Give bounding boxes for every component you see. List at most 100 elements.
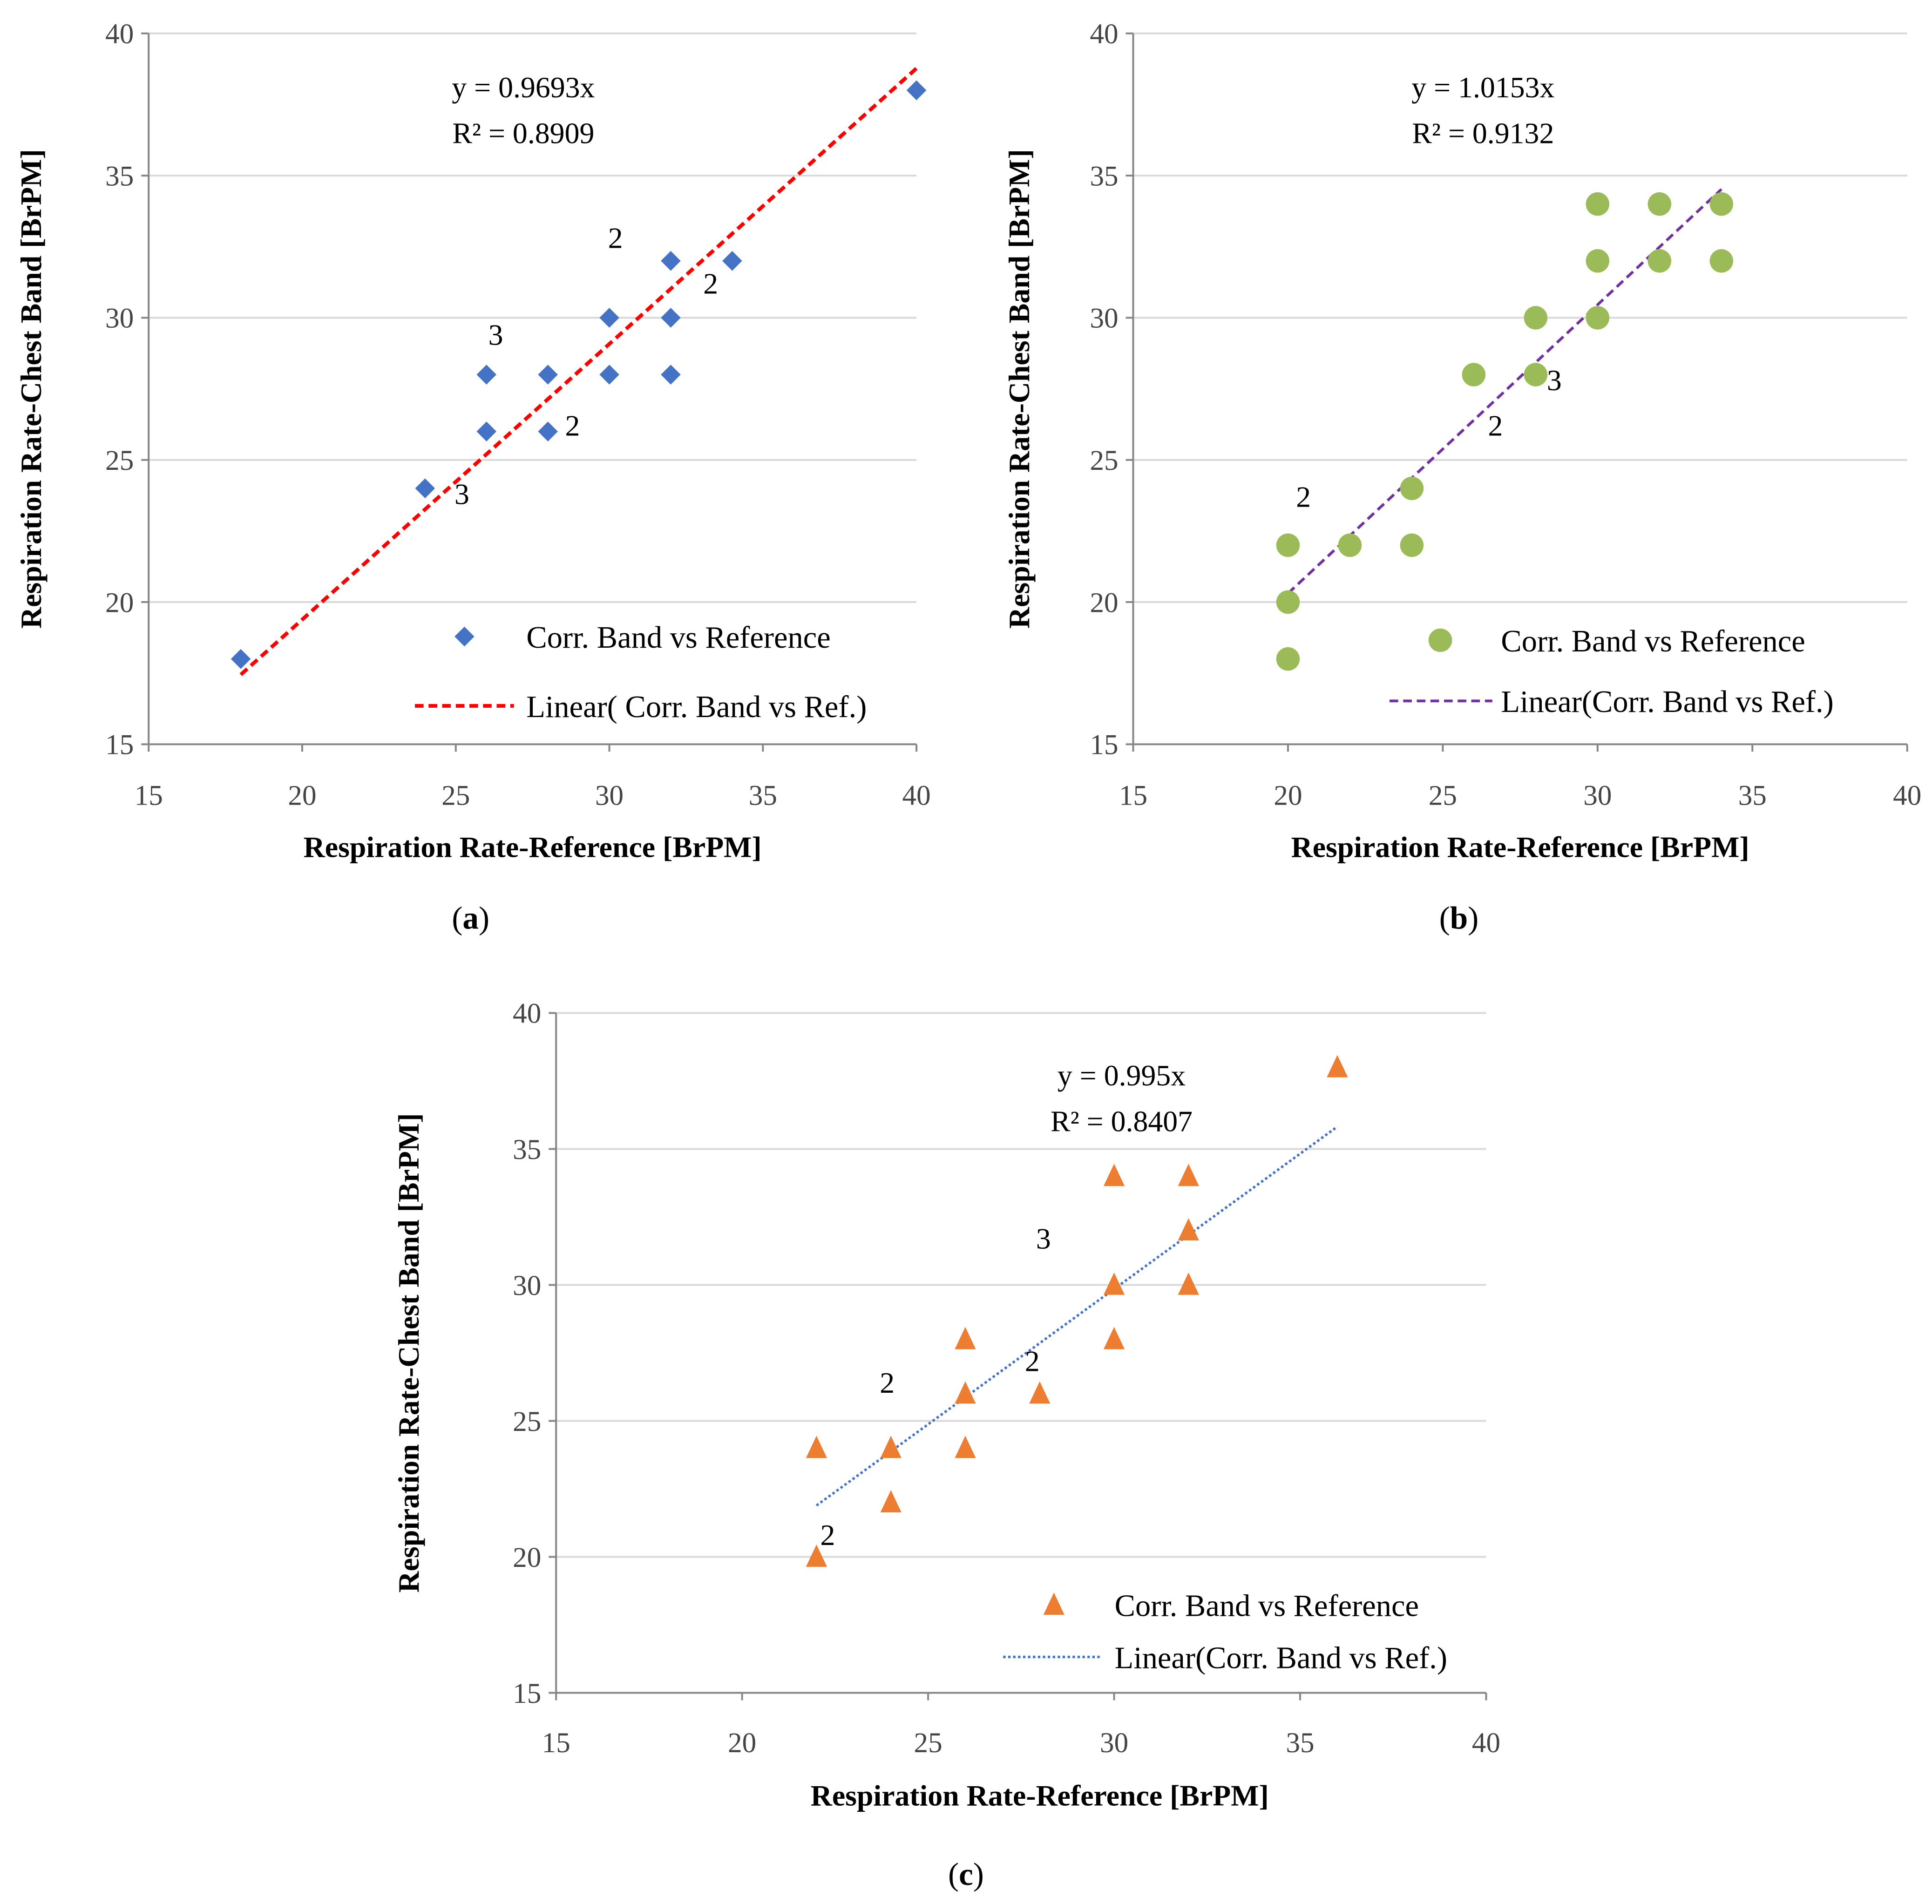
- point-count-label: 2: [880, 1366, 895, 1399]
- data-point: [1400, 476, 1424, 501]
- legend-trend-label: Linear(Corr. Band vs Ref.): [1115, 1641, 1447, 1675]
- x-tick-label: 35: [749, 780, 777, 812]
- point-count-label: 3: [488, 318, 503, 351]
- y-tick-label: 30: [1090, 303, 1118, 334]
- data-point: [230, 649, 251, 669]
- data-point: [1178, 1164, 1199, 1186]
- y-tick-label: 35: [105, 160, 134, 192]
- x-tick-label: 35: [1738, 780, 1767, 812]
- point-count-label: 2: [608, 222, 623, 255]
- data-point: [806, 1544, 827, 1567]
- data-point: [880, 1436, 902, 1458]
- y-tick-label: 35: [1090, 160, 1118, 192]
- point-count-label: 3: [454, 477, 469, 510]
- trend-equation: y = 0.9693x: [452, 71, 595, 104]
- x-tick-label: 15: [135, 780, 163, 812]
- point-count-label: 2: [565, 409, 580, 442]
- y-tick-label: 35: [513, 1134, 541, 1165]
- trendline: [815, 1125, 1338, 1507]
- data-point: [476, 365, 497, 385]
- data-point: [1178, 1218, 1199, 1240]
- y-axis-title: Respiration Rate-Chest Band [BrPM]: [14, 149, 47, 629]
- data-point: [599, 308, 619, 328]
- x-axis-title: Respiration Rate-Reference [BrPM]: [811, 1779, 1269, 1812]
- x-tick-label: 30: [1100, 1727, 1128, 1759]
- x-tick-label: 40: [1893, 780, 1921, 812]
- data-point: [1338, 533, 1362, 557]
- trend-equation: y = 1.0153x: [1411, 71, 1554, 104]
- data-point: [955, 1381, 976, 1404]
- x-tick-label: 40: [1472, 1727, 1500, 1759]
- point-count-label: 2: [820, 1518, 835, 1552]
- data-point: [1709, 249, 1734, 273]
- caption-paren: ): [973, 1856, 984, 1892]
- legend-series-label: Corr. Band vs Reference: [1115, 1589, 1419, 1623]
- legend-marker: [454, 626, 475, 647]
- point-count-label: 2: [703, 267, 718, 300]
- x-tick-label: 30: [595, 780, 624, 812]
- caption-letter: b: [1450, 900, 1468, 936]
- data-point: [1178, 1272, 1199, 1295]
- point-count-label: 2: [1296, 480, 1311, 513]
- x-tick-label: 15: [542, 1727, 570, 1759]
- r-squared: R² = 0.8407: [1051, 1104, 1193, 1138]
- r-squared: R² = 0.8909: [452, 117, 594, 150]
- caption-paren: (: [948, 1856, 959, 1892]
- data-point: [1103, 1327, 1125, 1349]
- data-point: [1276, 533, 1300, 557]
- data-point: [906, 80, 927, 101]
- y-tick-label: 15: [105, 729, 134, 761]
- data-point: [1586, 249, 1610, 273]
- y-tick-label: 40: [1090, 18, 1118, 50]
- x-tick-label: 25: [1429, 780, 1457, 812]
- y-tick-label: 30: [105, 303, 134, 334]
- legend-series-label: Corr. Band vs Reference: [526, 621, 830, 655]
- data-point: [1709, 192, 1734, 216]
- data-point: [1586, 192, 1610, 216]
- trendline: [239, 67, 918, 676]
- y-tick-label: 25: [513, 1406, 541, 1437]
- x-tick-label: 30: [1583, 780, 1612, 812]
- data-point: [1103, 1164, 1125, 1186]
- caption-paren: ): [479, 900, 489, 936]
- data-point: [955, 1327, 976, 1349]
- caption-paren: (: [1439, 900, 1450, 936]
- data-point: [1647, 249, 1672, 273]
- y-tick-label: 30: [513, 1270, 541, 1301]
- point-count-label: 2: [1025, 1344, 1040, 1377]
- data-point: [538, 365, 558, 385]
- data-point: [1462, 363, 1486, 386]
- legend-trend-label: Linear(Corr. Band vs Ref.): [1501, 685, 1833, 719]
- x-tick-label: 25: [914, 1727, 942, 1759]
- point-count-label: 2: [1488, 409, 1503, 442]
- x-tick-label: 20: [728, 1727, 756, 1759]
- point-count-label: 3: [1547, 364, 1562, 397]
- chart-c: 15 20 25 30 35 40 15 20 25 30 35 40 3 2 2 2 y = 0.995x R²…: [392, 998, 1500, 1892]
- r-squared: R² = 0.9132: [1412, 117, 1554, 150]
- data-point: [1400, 533, 1424, 557]
- y-tick-label: 20: [105, 587, 134, 618]
- caption: (a): [452, 900, 489, 936]
- x-tick-label: 15: [1119, 780, 1147, 812]
- data-point: [1029, 1381, 1051, 1404]
- y-axis-title: Respiration Rate-Chest Band [BrPM]: [392, 1113, 425, 1593]
- legend-marker: [1043, 1592, 1064, 1615]
- data-point: [955, 1436, 976, 1458]
- caption-letter: a: [462, 900, 479, 936]
- caption: (b): [1439, 900, 1479, 936]
- y-tick-label: 15: [513, 1678, 541, 1709]
- data-point: [661, 365, 681, 385]
- data-point: [880, 1490, 902, 1513]
- x-axis-title: Respiration Rate-Reference [BrPM]: [304, 830, 762, 863]
- y-tick-label: 25: [105, 445, 134, 476]
- legend-marker: [1428, 628, 1452, 652]
- data-point: [476, 421, 497, 441]
- y-tick-label: 40: [513, 998, 541, 1030]
- data-point: [538, 421, 558, 441]
- data-point: [1647, 192, 1672, 216]
- data-point: [661, 251, 681, 271]
- data-point: [1276, 590, 1300, 614]
- y-tick-label: 15: [1090, 729, 1118, 761]
- legend-series-label: Corr. Band vs Reference: [1501, 624, 1805, 658]
